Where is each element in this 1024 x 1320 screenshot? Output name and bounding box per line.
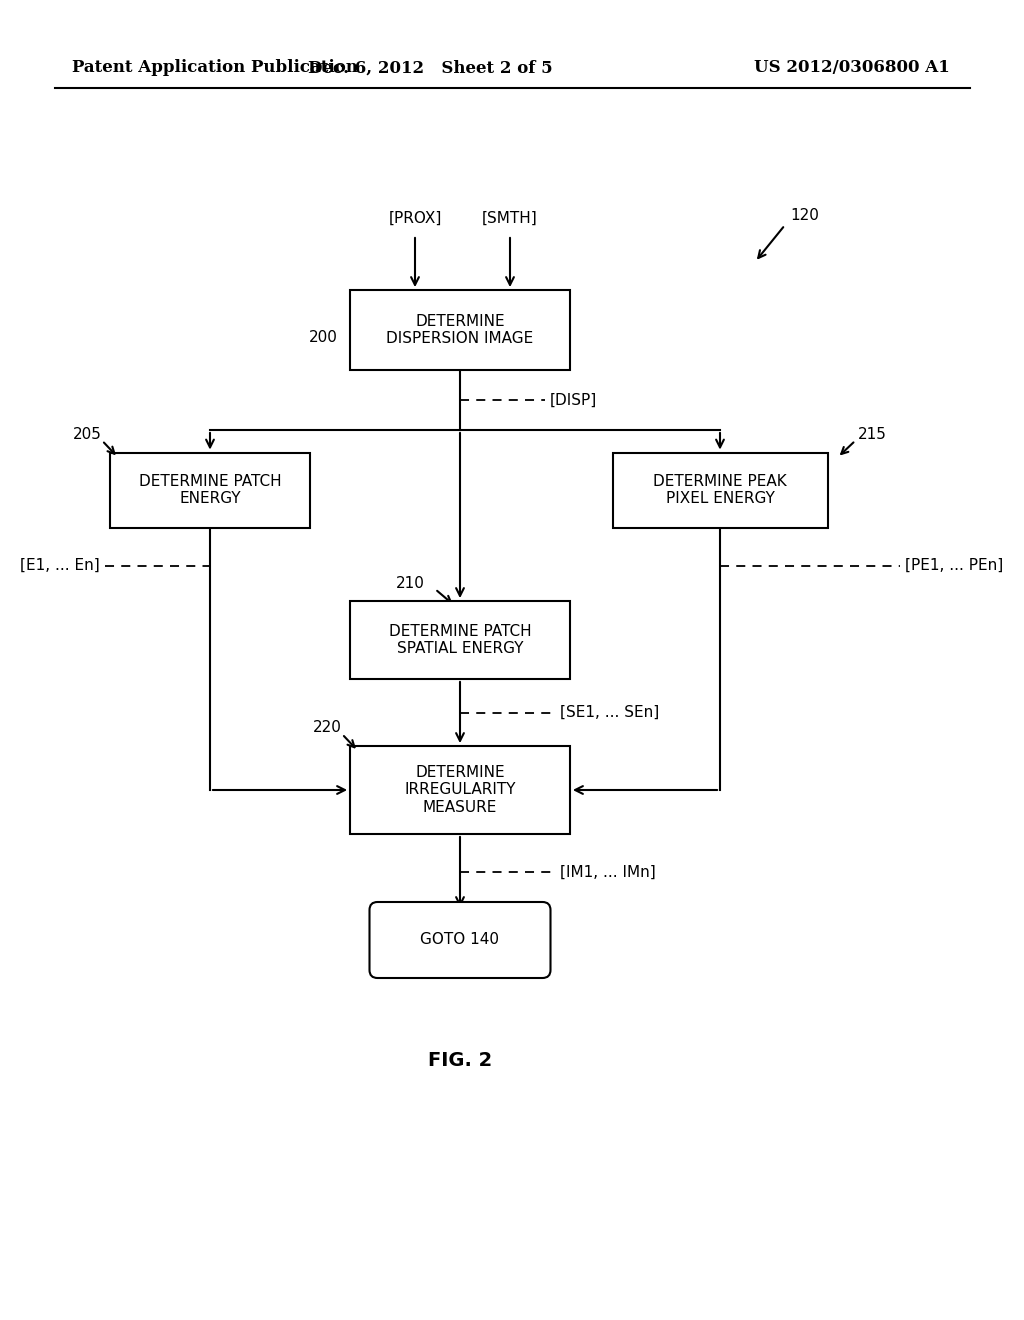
Text: 200: 200 <box>309 330 338 346</box>
Text: [DISP]: [DISP] <box>550 392 597 408</box>
Text: DETERMINE
DISPERSION IMAGE: DETERMINE DISPERSION IMAGE <box>386 314 534 346</box>
Text: DETERMINE PATCH
SPATIAL ENERGY: DETERMINE PATCH SPATIAL ENERGY <box>389 624 531 656</box>
Text: DETERMINE PEAK
PIXEL ENERGY: DETERMINE PEAK PIXEL ENERGY <box>653 474 786 506</box>
Text: Dec. 6, 2012   Sheet 2 of 5: Dec. 6, 2012 Sheet 2 of 5 <box>307 59 552 77</box>
Text: US 2012/0306800 A1: US 2012/0306800 A1 <box>755 59 950 77</box>
Bar <box>612 453 827 528</box>
Text: DETERMINE PATCH
ENERGY: DETERMINE PATCH ENERGY <box>138 474 282 506</box>
Text: FIG. 2: FIG. 2 <box>428 1051 493 1069</box>
Text: GOTO 140: GOTO 140 <box>421 932 500 948</box>
Text: 210: 210 <box>396 576 425 590</box>
Text: [IM1, ... IMn]: [IM1, ... IMn] <box>560 865 655 879</box>
Text: [SE1, ... SEn]: [SE1, ... SEn] <box>560 705 659 719</box>
Text: [PE1, ... PEn]: [PE1, ... PEn] <box>905 558 1004 573</box>
Bar <box>350 746 570 834</box>
Text: DETERMINE
IRREGULARITY
MEASURE: DETERMINE IRREGULARITY MEASURE <box>404 766 516 814</box>
Text: Patent Application Publication: Patent Application Publication <box>72 59 357 77</box>
Text: 215: 215 <box>857 426 887 442</box>
Bar <box>350 601 570 678</box>
Bar <box>110 453 310 528</box>
Text: [SMTH]: [SMTH] <box>482 210 538 226</box>
Text: [PROX]: [PROX] <box>388 210 441 226</box>
Bar <box>350 290 570 370</box>
Text: 205: 205 <box>73 426 102 442</box>
FancyBboxPatch shape <box>370 902 551 978</box>
Text: [E1, ... En]: [E1, ... En] <box>20 558 100 573</box>
Text: 120: 120 <box>790 207 819 223</box>
Text: 220: 220 <box>313 721 342 735</box>
